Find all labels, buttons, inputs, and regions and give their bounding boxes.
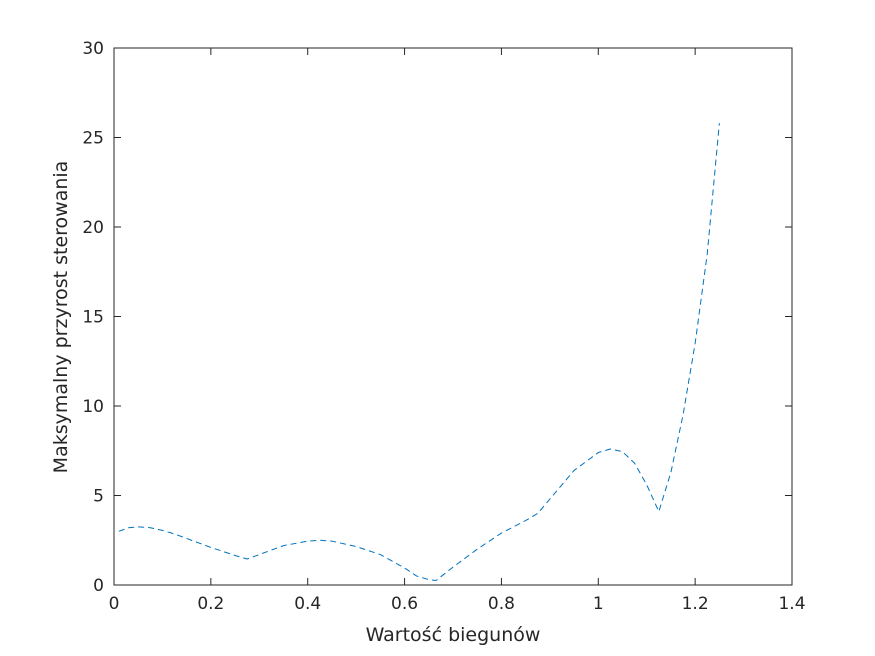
x-axis-label: Wartość biegunów [366, 624, 541, 646]
ticks-layer: 0 0.2 0.4 0.6 0.8 1 1.2 1.4 0 5 10 15 20 25 30 [82, 39, 805, 614]
y-axis-label: Maksymalny przyrost sterowania [50, 161, 72, 474]
x-tick-label: 1.4 [778, 594, 805, 614]
x-tick-label: 1.2 [682, 594, 709, 614]
y-tick-label: 10 [82, 397, 104, 417]
x-tick-label: 0.8 [488, 594, 515, 614]
x-tick-label: 1 [593, 594, 604, 614]
y-tick-label: 0 [93, 576, 104, 596]
series-layer [118, 123, 720, 582]
y-tick-label: 30 [82, 39, 104, 59]
y-tick-label: 25 [82, 129, 104, 149]
x-tick-label: 0.2 [197, 594, 224, 614]
x-tick-label: 0.6 [391, 594, 418, 614]
y-tick-label: 5 [93, 487, 104, 507]
series-line [118, 123, 720, 582]
plot-area [114, 48, 792, 585]
y-tick-label: 15 [82, 308, 104, 328]
y-tick-label: 20 [82, 218, 104, 238]
x-tick-label: 0.4 [294, 594, 321, 614]
x-tick-label: 0 [109, 594, 120, 614]
